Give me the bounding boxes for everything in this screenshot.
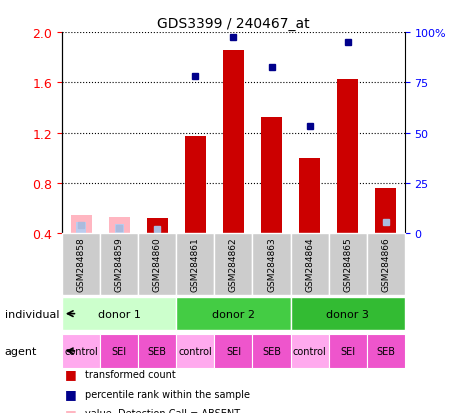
Text: GSM284859: GSM284859 <box>114 237 123 292</box>
Bar <box>214 335 252 368</box>
Text: control: control <box>178 346 212 356</box>
Text: agent: agent <box>5 346 37 356</box>
Bar <box>71 216 91 233</box>
Bar <box>138 233 176 295</box>
Bar <box>336 79 358 233</box>
Text: individual: individual <box>5 309 59 319</box>
Text: value, Detection Call = ABSENT: value, Detection Call = ABSENT <box>85 408 240 413</box>
Bar <box>223 50 243 233</box>
Bar <box>366 335 404 368</box>
Text: donor 1: donor 1 <box>98 309 140 319</box>
Bar <box>375 188 395 233</box>
Text: GSM284864: GSM284864 <box>304 237 313 292</box>
Text: percentile rank within the sample: percentile rank within the sample <box>85 389 250 399</box>
Bar <box>252 233 290 295</box>
Text: SEI: SEI <box>225 346 241 356</box>
Text: SEB: SEB <box>147 346 167 356</box>
Text: GSM284866: GSM284866 <box>381 237 389 292</box>
Text: GSM284858: GSM284858 <box>77 237 85 292</box>
Text: ■: ■ <box>64 367 76 380</box>
Bar <box>290 297 404 330</box>
Bar <box>261 118 281 233</box>
Title: GDS3399 / 240467_at: GDS3399 / 240467_at <box>157 17 309 31</box>
Bar <box>176 233 214 295</box>
Text: SEI: SEI <box>339 346 354 356</box>
Bar <box>176 335 214 368</box>
Bar <box>298 158 319 233</box>
Text: GSM284861: GSM284861 <box>190 237 200 292</box>
Bar <box>185 137 205 233</box>
Bar <box>138 335 176 368</box>
Bar <box>146 218 168 233</box>
Text: donor 3: donor 3 <box>325 309 368 319</box>
Bar <box>366 233 404 295</box>
Bar <box>76 222 86 233</box>
Bar <box>100 335 138 368</box>
Bar <box>114 225 123 233</box>
Bar <box>252 335 290 368</box>
Text: GSM284865: GSM284865 <box>342 237 352 292</box>
Bar <box>328 335 366 368</box>
Text: GSM284860: GSM284860 <box>152 237 162 292</box>
Text: ■: ■ <box>64 387 76 400</box>
Bar <box>176 297 290 330</box>
Bar <box>290 335 328 368</box>
Bar <box>328 233 366 295</box>
Bar <box>290 233 328 295</box>
Text: transformed count: transformed count <box>85 369 175 379</box>
Bar <box>214 233 252 295</box>
Text: SEI: SEI <box>112 346 127 356</box>
Text: GSM284862: GSM284862 <box>229 237 237 292</box>
Text: control: control <box>64 346 98 356</box>
Bar <box>62 233 100 295</box>
Text: ■: ■ <box>64 407 76 413</box>
Text: SEB: SEB <box>262 346 280 356</box>
Text: control: control <box>292 346 326 356</box>
Bar <box>100 233 138 295</box>
Bar <box>108 217 129 233</box>
Text: SEB: SEB <box>375 346 394 356</box>
Text: donor 2: donor 2 <box>212 309 254 319</box>
Text: GSM284863: GSM284863 <box>266 237 275 292</box>
Bar <box>62 335 100 368</box>
Bar <box>62 297 176 330</box>
